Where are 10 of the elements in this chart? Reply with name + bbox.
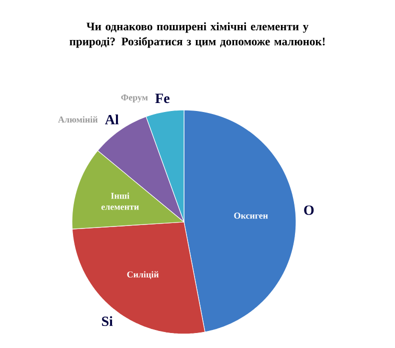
text: Al <box>105 114 119 124</box>
text: Si <box>102 316 113 326</box>
text: O <box>304 205 314 215</box>
slice-label: Силіцій <box>127 271 159 280</box>
text: Fe <box>155 94 170 104</box>
slice-label: Ферум <box>121 94 148 102</box>
slice-label: Оксиген <box>234 212 268 219</box>
slice-label: Алюміній <box>58 116 98 123</box>
chart-title: Чи однаково поширені хімічні елементи у природі? Розібратися з цим допоможе малюнок! <box>70 22 325 48</box>
slice-label: Інші елементи <box>101 192 139 210</box>
